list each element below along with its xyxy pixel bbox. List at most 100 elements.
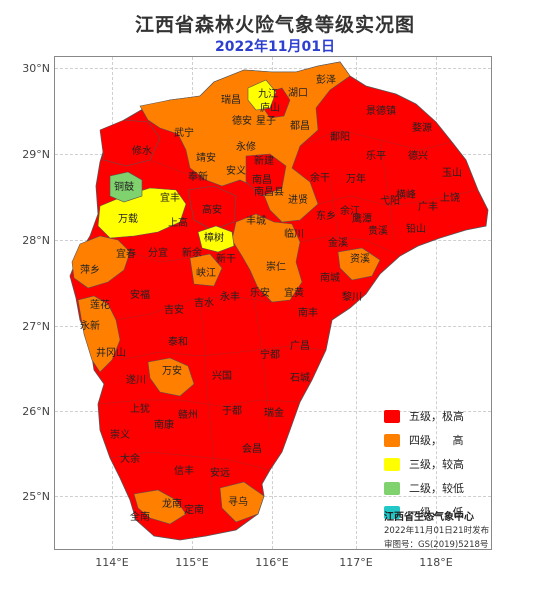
county-label: 南康 <box>154 418 174 431</box>
county-label: 丰城 <box>246 214 266 227</box>
county-label: 龙南 <box>162 497 182 510</box>
county-label: 奉新 <box>188 170 208 183</box>
orange-region-center <box>231 213 303 303</box>
county-boundary-line <box>329 179 341 253</box>
county-label: 赣州 <box>178 408 198 421</box>
county-label: 兴国 <box>212 370 232 382</box>
county-label: 湖口 <box>288 87 308 99</box>
orange-region-west <box>71 235 131 289</box>
county-label: 南昌 <box>252 173 272 186</box>
county-label: 景德镇 <box>366 104 396 117</box>
gridline-118e <box>436 57 437 549</box>
map-approval-number: 审图号：GS(2019)5218号 <box>384 540 489 550</box>
orange-region-wanan <box>147 357 195 397</box>
county-boundary-line <box>249 269 271 431</box>
county-label: 贵溪 <box>368 224 388 237</box>
red-region-gaoan <box>187 185 237 231</box>
lon-label: 114°E <box>95 556 129 569</box>
county-label: 安义 <box>226 164 246 177</box>
county-label: 德兴 <box>408 149 428 162</box>
county-label: 余江 <box>340 204 360 217</box>
county-label: 万安 <box>162 364 182 377</box>
orange-region-southwest <box>77 295 121 373</box>
county-label: 乐安 <box>250 286 270 299</box>
county-label: 星子 <box>256 115 276 127</box>
map-date: 2022年11月01日 <box>215 39 335 55</box>
legend-label: 一级， 低 <box>409 506 464 519</box>
orange-region-xiajiang <box>189 253 223 287</box>
county-label: 黎川 <box>342 290 362 303</box>
lat-label: 30°N <box>22 62 50 75</box>
county-label: 井冈山 <box>96 346 126 359</box>
county-label: 宁都 <box>260 348 280 361</box>
county-label: 横峰 <box>396 188 416 201</box>
county-label: 乐平 <box>366 150 386 162</box>
county-labels: 彭泽 九江 湖口 瑞昌 庐山 德安 星子 都昌 景德镇 婺源 武宁 修水 永修 … <box>80 73 462 523</box>
county-label: 进贤 <box>288 194 308 206</box>
legend-label: 五级，极高 <box>409 410 464 423</box>
county-label: 樟树 <box>204 231 224 244</box>
county-label: 新建 <box>254 154 274 167</box>
county-label: 永新 <box>80 319 100 332</box>
county-boundary-line <box>115 295 273 321</box>
county-label: 新干 <box>216 252 236 265</box>
yellow-region-jiujiang <box>247 79 277 111</box>
red-region-nanchang <box>245 153 287 197</box>
county-label: 南城 <box>320 271 340 284</box>
legend-item-level2: 二级，较低 <box>384 476 494 500</box>
county-label: 南昌县 <box>254 185 284 198</box>
lon-label: 115°E <box>175 556 209 569</box>
gridline-25n <box>55 496 491 497</box>
county-label: 寻乌 <box>228 495 248 508</box>
county-label: 大余 <box>120 452 140 465</box>
county-label: 吉水 <box>194 297 214 309</box>
county-label: 崇仁 <box>266 261 286 273</box>
county-label: 弋阳 <box>380 194 400 207</box>
county-boundary-line <box>379 139 395 241</box>
county-label: 新余 <box>182 246 202 259</box>
county-label: 上高 <box>168 216 188 229</box>
legend-item-level5: 五级，极高 <box>384 404 494 428</box>
legend-label: 二级，较低 <box>409 482 464 495</box>
county-label: 都昌 <box>290 120 310 132</box>
county-label: 鄱阳 <box>330 130 350 143</box>
lat-label: 25°N <box>22 490 50 503</box>
county-boundary-line <box>129 251 191 263</box>
county-label: 广丰 <box>418 200 438 213</box>
county-label: 遂川 <box>126 373 146 386</box>
lat-label: 26°N <box>22 405 50 418</box>
county-label: 万载 <box>118 213 138 225</box>
orange-region-ziyi <box>337 247 381 281</box>
county-label: 石城 <box>290 372 310 384</box>
county-label: 资溪 <box>350 253 370 265</box>
county-label: 上饶 <box>440 191 460 204</box>
county-label: 铜鼓 <box>114 180 134 193</box>
county-label: 于都 <box>222 405 242 417</box>
county-label: 庐山 <box>260 101 280 114</box>
county-label: 宜春 <box>116 247 136 260</box>
county-label: 上犹 <box>130 403 150 415</box>
county-label: 瑞昌 <box>221 94 241 106</box>
county-label: 宜黄 <box>284 286 304 299</box>
county-label: 高安 <box>202 203 222 216</box>
county-label: 万年 <box>346 172 366 185</box>
county-label: 宜丰 <box>160 191 180 204</box>
county-label: 九江 <box>258 88 278 100</box>
county-boundary-line <box>299 235 401 257</box>
county-label: 铅山 <box>406 222 426 235</box>
legend-item-level1: 一级， 低 <box>384 500 494 524</box>
legend-item-level4: 四级， 高 <box>384 428 494 452</box>
legend-item-level3: 三级，较高 <box>384 452 494 476</box>
county-label: 东乡 <box>316 209 336 222</box>
county-label: 泰和 <box>168 335 188 348</box>
yellow-region-zhangshu <box>197 225 235 253</box>
county-label: 金溪 <box>328 236 348 249</box>
issuing-agency: 江西省生态气象中心 <box>384 512 474 523</box>
lat-label: 29°N <box>22 148 50 161</box>
lat-label: 28°N <box>22 234 50 247</box>
county-label: 瑞金 <box>264 406 284 419</box>
legend-swatch <box>384 457 400 471</box>
county-label: 南丰 <box>298 306 318 319</box>
